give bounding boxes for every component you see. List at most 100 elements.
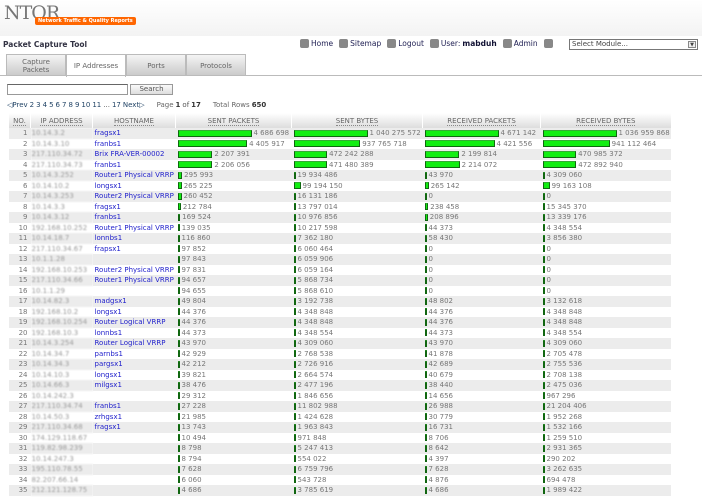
cell-hostname[interactable]: Router Logical VRRP [92,317,176,328]
column-header-sent-bytes[interactable]: SENT BYTES [291,113,423,128]
cell-text: 4 348 554 [297,328,334,337]
tab-ip-addresses[interactable]: IP Addresses [66,54,126,77]
bar-received-packets [424,350,427,358]
cell-hostname[interactable]: pargsx1 [92,359,176,370]
bar-received-packets [424,213,428,221]
cell-received-bytes: 1 532 166 [540,422,671,433]
cell-no: 16 [9,286,31,297]
bar-received-packets [424,150,460,158]
cell-text: 260 452 [183,192,213,201]
page-link[interactable]: 11 [92,101,102,109]
cell-text: 99 163 108 [551,181,592,190]
page-link[interactable]: 4 [42,101,48,109]
bar-received-bytes [542,339,545,347]
bar-sent-bytes [293,402,296,410]
cell-hostname[interactable]: parnbs1 [93,349,176,360]
search-input[interactable] [7,84,128,95]
cell-hostname[interactable]: Router2 Physical VRRP [92,191,176,202]
cell-sent-bytes: 1 846 656 [292,391,423,402]
sitemap-link[interactable]: Sitemap [339,39,381,48]
bar-received-bytes [542,297,545,305]
cell-text: 217.110.34.73 [31,160,83,169]
tab-protocols[interactable]: Protocols [186,54,246,76]
table-row: 34 82.207.66.14 6 060 543 728 4 876 694 478 [9,475,671,486]
user-link[interactable]: User: mabduh [429,39,497,48]
cell-hostname[interactable]: Router Logical VRRP [92,338,176,349]
table-row: 20 192.168.10.3 lonnbs1 44 373 4 348 554 44 3… [9,328,671,339]
page-link[interactable]: 6 [55,101,61,109]
next-link[interactable]: Next▷ [122,101,145,109]
cell-ip-address: 10.14.242.3 [31,391,93,402]
bar-received-bytes [542,455,545,463]
cell-sent-bytes: 2 477 196 [291,380,423,391]
cell-hostname[interactable]: franbs1 [93,160,176,171]
table-row: 10 192.168.10.252 Router1 Physical VRRP 139… [9,223,671,234]
cell-received-packets: 0 [422,191,541,202]
cell-sent-packets: 44 376 [176,307,292,318]
cell-hostname[interactable]: milgsx1 [92,380,176,391]
cell-hostname[interactable]: longsx1 [93,181,176,192]
page-link-last[interactable]: 17 [111,101,121,109]
search-button[interactable]: Search [130,84,173,95]
cell-text: 470 985 372 [578,150,623,159]
cell-hostname[interactable]: franbs1 [93,139,176,150]
page-link[interactable]: 2 [29,101,35,109]
logout-link[interactable]: Logout [387,39,424,48]
cell-text: 1 259 510 [546,433,583,442]
cell-hostname[interactable]: longsx1 [93,307,176,318]
page-link[interactable]: 9 [74,101,80,109]
cell-hostname[interactable]: Router1 Physical VRRP [92,170,176,181]
cell-hostname[interactable]: fragsx1 [93,202,176,213]
tab-ports[interactable]: Ports [126,54,186,76]
cell-hostname[interactable]: Router1 Physical VRRP [93,223,176,234]
page-link[interactable]: 5 [49,101,54,109]
cell-hostname[interactable]: madgsx1 [92,296,176,307]
cell-text: 41 878 [428,349,454,358]
home-link[interactable]: Home [300,39,333,48]
cell-hostname[interactable]: fragsx1 [92,422,176,433]
cell-hostname[interactable]: Brix FRA-VER-00002 [92,149,176,160]
column-header-sent-packets[interactable]: SENT PACKETS [175,113,292,128]
cell-hostname[interactable]: Router1 Physical VRRP [92,275,176,286]
cell-received-bytes: 1 036 959 868 [540,128,671,139]
cell-text: 212 784 [182,202,212,211]
cell-ip-address: 10.14.3.10 [31,139,93,150]
cell-text: 10.14.34.7 [31,349,70,358]
cell-text: 43 970 [181,339,207,348]
cell-hostname[interactable]: longsx1 [93,370,176,381]
cell-text: 44 373 [428,223,454,232]
page-link[interactable]: 3 [36,101,41,109]
cell-hostname[interactable]: zrhgsx1 [93,412,176,423]
cell-hostname[interactable]: fragsx1 [92,128,176,139]
page-link[interactable]: 8 [68,101,73,109]
cell-no: 2 [9,139,31,150]
page-link[interactable]: 10 [81,101,91,109]
cell-hostname[interactable]: lonnbs1 [92,233,176,244]
cell-received-bytes: 472 892 940 [541,160,671,171]
column-header-received-bytes[interactable]: RECEIVED BYTES [540,113,671,128]
cell-hostname[interactable]: franbs1 [92,401,176,412]
cell-received-bytes: 2 931 365 [540,443,671,454]
column-header-ip-address[interactable]: IP ADDRESS [30,113,93,128]
tab-capture-packets[interactable]: Capture Packets [6,54,66,76]
cell-hostname[interactable]: Router2 Physical VRRP [93,265,176,276]
cell-text: 0 [428,255,433,264]
bar-received-packets [424,476,427,484]
cell-sent-bytes: 7 362 180 [291,233,423,244]
column-header-hostname[interactable]: HOSTNAME [92,113,176,128]
cell-ip-address: 10.14.66.3 [30,380,93,391]
cell-hostname[interactable]: lonnbs1 [93,328,176,339]
table-row: 11 10.14.18.7 lonnbs1 116 860 7 362 180 58 43… [8,233,671,244]
cell-hostname[interactable]: frapsx1 [93,244,176,255]
prev-link[interactable]: ◁Prev [7,101,28,109]
admin-link[interactable]: Admin [502,39,538,48]
cell-text: 0 [546,244,551,253]
column-header-label: SENT PACKETS [207,116,260,126]
cell-hostname[interactable]: franbs1 [92,212,176,223]
column-header-received-packets[interactable]: RECEIVED PACKETS [422,113,541,128]
cell-text: 27 228 [181,402,207,411]
module-select[interactable]: Select Module... ▼ [569,39,698,50]
page-link[interactable]: 7 [62,101,67,109]
cell-text: 543 728 [297,475,327,484]
cell-sent-bytes: 6 059 906 [291,254,423,265]
